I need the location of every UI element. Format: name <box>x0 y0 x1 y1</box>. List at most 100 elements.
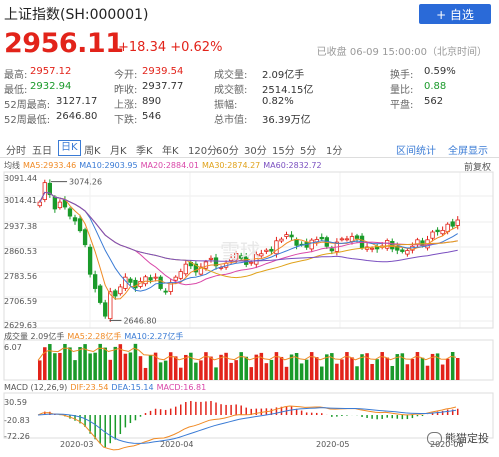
legend-item: MA60:2832.72 <box>263 161 322 170</box>
volume-bar <box>138 356 143 380</box>
candle-body <box>435 229 440 233</box>
legend-item: MA5:2933.46 <box>23 161 77 170</box>
tab-1分[interactable]: 1分 <box>326 146 343 157</box>
tab-30分[interactable]: 30分 <box>244 146 267 157</box>
volume-bar <box>435 353 440 380</box>
price-tick: 2783.56 <box>4 272 38 281</box>
tab-年K[interactable]: 年K <box>162 146 179 157</box>
volume-bar <box>189 352 193 380</box>
volume-bar <box>209 356 213 380</box>
candle-body <box>113 290 118 297</box>
tab-五日[interactable]: 五日 <box>32 146 52 157</box>
volume-panel <box>3 339 494 381</box>
stat-label: 52周最高: <box>4 100 51 111</box>
adjust-toggle[interactable]: 前复权 <box>463 163 491 173</box>
tab-月K[interactable]: 月K <box>110 146 127 157</box>
candle-body <box>430 231 435 239</box>
tab-5分[interactable]: 5分 <box>300 146 317 157</box>
volume-bar <box>73 360 77 380</box>
volume-bar <box>163 360 168 380</box>
tab-15分[interactable]: 15分 <box>272 146 295 157</box>
volume-bar <box>78 347 82 380</box>
stat-value: 890 <box>142 96 162 107</box>
legend-item: MA10:2903.95 <box>79 161 138 170</box>
legend-item: 均线 <box>4 161 20 170</box>
volume-bar <box>143 367 148 380</box>
volume-bar <box>380 352 384 380</box>
volume-bar <box>173 356 178 380</box>
macd-tick: 30.59 <box>4 398 27 407</box>
candle-body <box>339 238 345 241</box>
stat-label: 上涨: <box>114 100 138 111</box>
price-tick: 3014.41 <box>4 196 38 205</box>
candle-body <box>198 266 204 275</box>
volume-bar <box>395 354 400 380</box>
candle-body <box>128 278 133 283</box>
candle-body <box>233 253 239 260</box>
candle-body <box>415 239 420 245</box>
dif-line <box>37 405 457 451</box>
candle-body <box>208 257 214 260</box>
candle-body <box>87 246 93 275</box>
tab-60分[interactable]: 60分 <box>216 146 239 157</box>
date-tick: 2020-05 <box>316 440 350 449</box>
stat-label: 换手: <box>390 70 414 81</box>
divider <box>0 157 499 158</box>
range-stats-button[interactable]: 区间统计 <box>396 146 436 157</box>
volume-bar <box>123 353 128 380</box>
candle-body <box>143 276 148 285</box>
candle-body <box>57 201 63 209</box>
candle-body <box>72 217 78 222</box>
candle-body <box>178 271 183 279</box>
volume-bar <box>450 351 455 380</box>
tab-季K[interactable]: 季K <box>136 146 153 157</box>
current-price: 2956.11 <box>4 28 124 59</box>
volume-bar <box>249 367 254 380</box>
volume-bar <box>345 352 349 380</box>
tab-日K[interactable]: 日K <box>58 140 81 156</box>
volume-legend: 成交量 2.09亿手 MA5:2.28亿手 MA10:2.27亿手 <box>4 331 186 342</box>
volume-bar <box>455 357 460 380</box>
candle-body <box>239 255 244 259</box>
stat-value: 36.39万亿 <box>262 115 311 126</box>
volume-bar <box>113 346 118 380</box>
candle-body <box>193 263 199 273</box>
stat-value: 0.82% <box>262 96 294 107</box>
candle-body <box>309 239 314 250</box>
legend-item: MA30:2874.27 <box>201 161 261 170</box>
stock-title: 上证指数(SH:000001) <box>4 7 149 23</box>
volume-bar <box>405 364 410 380</box>
volume-bar <box>244 356 248 380</box>
tab-分时[interactable]: 分时 <box>6 146 26 157</box>
volume-bar <box>88 353 92 380</box>
tab-周K[interactable]: 周K <box>84 146 101 157</box>
legend-item: MA5:2.28亿手 <box>67 332 122 341</box>
volume-bar <box>43 347 47 380</box>
stats-row: 52周最低: 2646.80 下跌: 546 总市值: 36.39万亿 <box>4 111 494 126</box>
stat-value: 2514.15亿 <box>262 85 314 96</box>
candle-body <box>319 236 324 240</box>
stats-row: 最高: 2957.12 今开: 2939.54 成交量: 2.09亿手 换手: 0.59% <box>4 66 494 81</box>
fullscreen-button[interactable]: 全屏显示 <box>448 146 488 157</box>
add-watchlist-button[interactable]: + 自选 <box>419 4 491 24</box>
candle-body <box>37 201 42 207</box>
candle-body <box>405 250 410 255</box>
volume-bar <box>279 356 284 380</box>
volume-bar <box>269 359 274 380</box>
volume-bar <box>153 352 158 380</box>
legend-item: 成交量 2.09亿手 <box>4 332 65 341</box>
volume-bar <box>445 358 450 380</box>
volume-bar <box>128 352 133 380</box>
volume-bar <box>335 363 339 380</box>
volume-bar <box>98 343 102 380</box>
tab-120分[interactable]: 120分 <box>188 146 218 157</box>
volume-bar <box>420 357 425 380</box>
stat-label: 总市值: <box>214 115 248 126</box>
volume-bar <box>63 343 67 380</box>
candle-body <box>400 249 405 252</box>
stat-value: 3127.17 <box>56 96 98 107</box>
period-tabs: 分时 五日 日K 周K 月K 季K 年K 120分 60分 30分 15分 5分 1分 区间统计 全屏显示 <box>4 140 494 157</box>
date-tick: 2020-03 <box>60 440 94 449</box>
volume-bar <box>133 343 138 380</box>
